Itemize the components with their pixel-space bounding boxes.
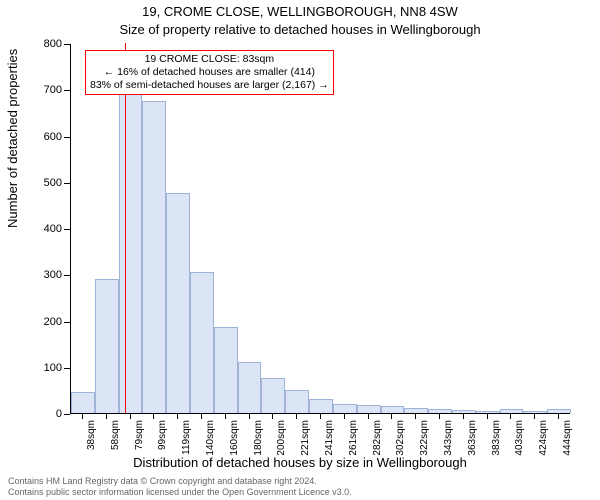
y-tick-label: 100 — [12, 362, 62, 374]
x-tick-label: 140sqm — [205, 420, 216, 456]
x-tick-mark — [368, 414, 369, 419]
x-tick-label: 424sqm — [538, 420, 549, 456]
x-axis-label: Distribution of detached houses by size … — [0, 455, 600, 470]
y-tick-label: 700 — [12, 84, 62, 96]
x-tick-mark — [487, 414, 488, 419]
x-tick-mark — [82, 414, 83, 419]
x-tick-label: 119sqm — [181, 420, 192, 455]
y-tick-label: 200 — [12, 316, 62, 328]
x-tick-label: 79sqm — [134, 420, 145, 450]
histogram-bar — [309, 399, 333, 413]
x-tick-mark — [272, 414, 273, 419]
x-tick-mark — [534, 414, 535, 419]
annotation-line: 83% of semi-detached houses are larger (… — [90, 79, 329, 92]
x-tick-mark — [296, 414, 297, 419]
histogram-bar — [261, 378, 285, 413]
x-tick-label: 58sqm — [110, 420, 121, 450]
chart-title: 19, CROME CLOSE, WELLINGBOROUGH, NN8 4SW — [0, 4, 600, 19]
x-tick-mark — [201, 414, 202, 419]
histogram-bar — [238, 362, 262, 413]
histogram-bar — [523, 411, 547, 413]
reference-line — [125, 43, 126, 413]
y-tick-label: 300 — [12, 269, 62, 281]
x-tick-label: 261sqm — [348, 420, 359, 456]
y-tick-label: 0 — [12, 408, 62, 420]
histogram-bar — [285, 390, 309, 413]
y-tick-label: 800 — [12, 38, 62, 50]
x-tick-mark — [106, 414, 107, 419]
footer-line: Contains public sector information licen… — [8, 487, 352, 498]
histogram-bar — [166, 193, 190, 413]
x-tick-label: 444sqm — [562, 420, 573, 456]
x-tick-mark — [415, 414, 416, 419]
x-tick-mark — [320, 414, 321, 419]
histogram-bar — [452, 410, 476, 413]
annotation-line: ← 16% of detached houses are smaller (41… — [90, 66, 329, 79]
histogram-bar — [381, 406, 405, 413]
histogram-bar — [190, 272, 214, 413]
x-tick-mark — [177, 414, 178, 419]
y-tick-label: 600 — [12, 131, 62, 143]
histogram-bar — [214, 327, 238, 413]
histogram-bar — [428, 409, 452, 413]
histogram-bar — [357, 405, 381, 413]
chart-container: 19, CROME CLOSE, WELLINGBOROUGH, NN8 4SW… — [0, 0, 600, 500]
x-tick-mark — [130, 414, 131, 419]
chart-subtitle: Size of property relative to detached ho… — [0, 22, 600, 37]
histogram-bars — [71, 43, 571, 413]
histogram-bar — [119, 89, 143, 413]
y-axis: 0100200300400500600700800 — [0, 44, 70, 414]
footer-line: Contains HM Land Registry data © Crown c… — [8, 476, 352, 487]
x-tick-mark — [344, 414, 345, 419]
y-tick-label: 500 — [12, 177, 62, 189]
histogram-bar — [500, 409, 524, 413]
footer-attribution: Contains HM Land Registry data © Crown c… — [8, 476, 352, 498]
x-tick-label: 363sqm — [467, 420, 478, 456]
x-tick-label: 38sqm — [86, 420, 97, 450]
plot-area — [70, 44, 570, 414]
x-tick-label: 200sqm — [276, 420, 287, 456]
x-tick-mark — [249, 414, 250, 419]
x-tick-label: 343sqm — [443, 420, 454, 456]
x-tick-label: 160sqm — [229, 420, 240, 456]
x-tick-mark — [463, 414, 464, 419]
x-tick-mark — [439, 414, 440, 419]
x-tick-label: 302sqm — [395, 420, 406, 456]
x-tick-label: 241sqm — [324, 420, 335, 456]
x-tick-label: 221sqm — [300, 420, 311, 456]
x-tick-label: 383sqm — [491, 420, 502, 456]
x-tick-label: 99sqm — [157, 420, 168, 450]
x-tick-mark — [391, 414, 392, 419]
histogram-bar — [476, 411, 500, 413]
annotation-line: 19 CROME CLOSE: 83sqm — [90, 53, 329, 66]
x-tick-mark — [153, 414, 154, 419]
x-tick-label: 282sqm — [372, 420, 383, 456]
x-tick-mark — [225, 414, 226, 419]
x-tick-label: 403sqm — [514, 420, 525, 456]
x-tick-mark — [558, 414, 559, 419]
histogram-bar — [142, 101, 166, 413]
histogram-bar — [95, 279, 119, 413]
histogram-bar — [333, 404, 357, 413]
histogram-bar — [547, 409, 571, 413]
histogram-bar — [71, 392, 95, 413]
x-tick-label: 180sqm — [253, 420, 264, 456]
histogram-bar — [404, 408, 428, 413]
y-tick-label: 400 — [12, 223, 62, 235]
x-tick-mark — [510, 414, 511, 419]
annotation-box: 19 CROME CLOSE: 83sqm ← 16% of detached … — [85, 50, 334, 95]
x-tick-label: 322sqm — [419, 420, 430, 456]
